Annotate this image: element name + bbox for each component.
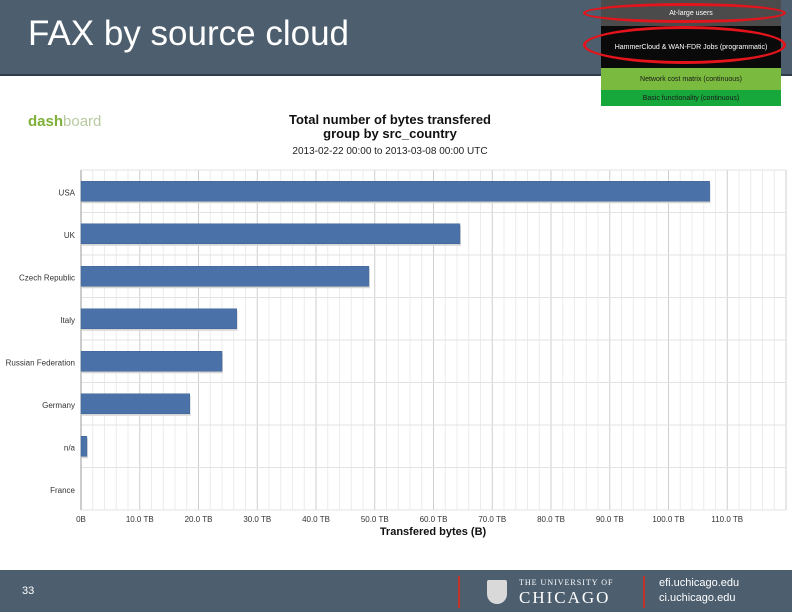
highlight-ellipse [583, 26, 786, 64]
x-tick-label: 10.0 TB [126, 515, 154, 524]
pyramid-tier-network-cost: Network cost matrix (continuous) [601, 68, 781, 90]
category-label: Czech Republic [19, 273, 75, 282]
pyramid-tier-basic-functionality: Basic functionality (continuous) [601, 90, 781, 106]
x-tick-label: 50.0 TB [361, 515, 389, 524]
bar [80, 223, 461, 244]
category-label: France [50, 486, 75, 495]
university-crest-icon [487, 580, 507, 604]
bar [80, 308, 237, 329]
x-tick-label: 70.0 TB [478, 515, 506, 524]
category-label: Italy [60, 316, 75, 325]
highlight-ellipse [583, 3, 786, 23]
category-label: n/a [64, 443, 76, 452]
bar [80, 181, 710, 202]
site-link-efi[interactable]: efi.uchicago.edu [659, 577, 740, 589]
bar [80, 266, 370, 287]
bar-chart: USA UK Czech Republic Italy Russian Federati… [6, 169, 787, 538]
slide-title: FAX by source cloud [28, 14, 349, 53]
chart-date-range: 2013-02-22 00:00 to 2013-03-08 00:00 UTC [292, 146, 488, 157]
footer-divider [643, 576, 645, 608]
x-tick-label: 0B [76, 515, 86, 524]
university-name-small: THE UNIVERSITY OF [519, 578, 614, 587]
footer-divider [458, 576, 460, 608]
category-label: Germany [42, 401, 75, 410]
x-tick-label: 80.0 TB [537, 515, 565, 524]
dashboard-logo: dashboard [28, 113, 102, 130]
x-tick-label: 90.0 TB [596, 515, 624, 524]
header-divider [0, 74, 792, 76]
page-number: 33 [22, 585, 35, 597]
bar [80, 436, 88, 457]
chart-title-main: Total number of bytes transfered [288, 112, 491, 127]
university-name: CHICAGO [519, 588, 611, 607]
x-tick-label: 30.0 TB [243, 515, 271, 524]
bar [80, 393, 190, 414]
x-axis-title: Transfered bytes (B) [380, 526, 487, 538]
x-tick-label: 40.0 TB [302, 515, 330, 524]
x-tick-label: 110.0 TB [711, 515, 743, 524]
category-label: USA [59, 188, 76, 197]
x-tick-label: 60.0 TB [420, 515, 448, 524]
bar [80, 351, 223, 372]
chart-title: Total number of bytes transfered group b… [240, 113, 540, 141]
slide-footer [0, 570, 792, 612]
x-tick-label: 20.0 TB [185, 515, 213, 524]
chart-subtitle: group by src_country [323, 126, 457, 141]
site-link-ci[interactable]: ci.uchicago.edu [659, 592, 736, 604]
category-label: Russian Federation [6, 358, 75, 367]
x-tick-label: 100.0 TB [652, 515, 684, 524]
category-label: UK [64, 231, 76, 240]
